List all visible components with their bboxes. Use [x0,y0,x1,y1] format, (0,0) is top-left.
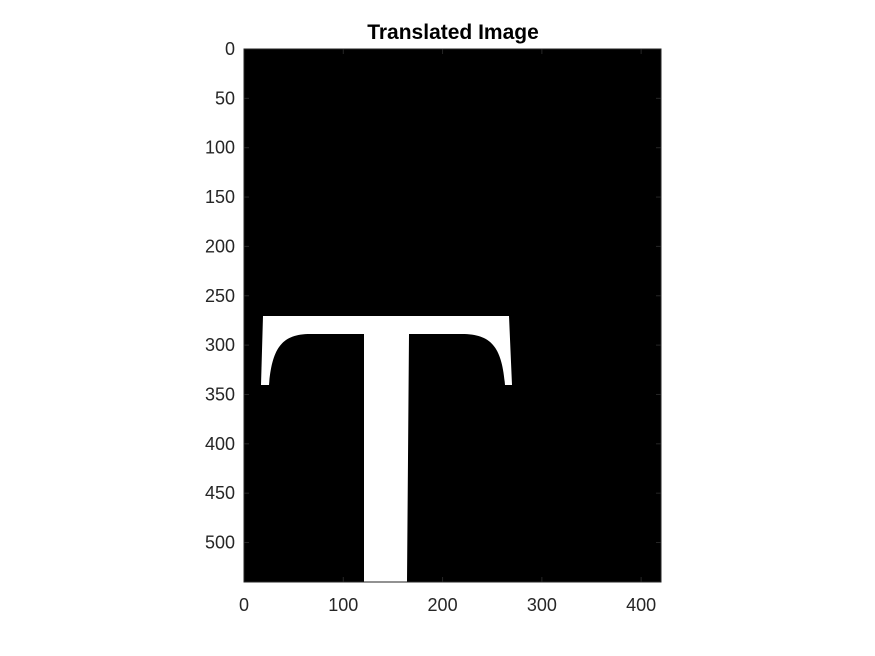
y-tick-label: 350 [205,384,235,404]
y-tick-label: 200 [205,236,235,256]
x-tick-label: 100 [328,595,358,615]
axes-box [243,48,662,583]
x-tick-label: 400 [626,595,656,615]
letter-t-shape [261,316,512,582]
y-tick-label: 450 [205,483,235,503]
y-tick-label: 0 [225,39,235,59]
image-area [244,49,661,582]
y-tick-label: 100 [205,138,235,158]
image-background [244,49,661,582]
plot-title: Translated Image [367,21,539,44]
y-axis: 0 50 100 150 200 250 300 350 400 450 500 [205,39,661,553]
y-tick-label: 50 [215,88,235,108]
axes-frame [243,48,662,583]
y-tick-label: 250 [205,286,235,306]
y-tick-label: 500 [205,533,235,553]
y-tick-label: 150 [205,187,235,207]
x-tick-label: 200 [428,595,458,615]
x-tick-label: 0 [239,595,249,615]
x-tick-label: 300 [527,595,557,615]
y-tick-label: 300 [205,335,235,355]
x-axis: 0 100 200 300 400 [239,49,656,615]
y-tick-label: 400 [205,434,235,454]
